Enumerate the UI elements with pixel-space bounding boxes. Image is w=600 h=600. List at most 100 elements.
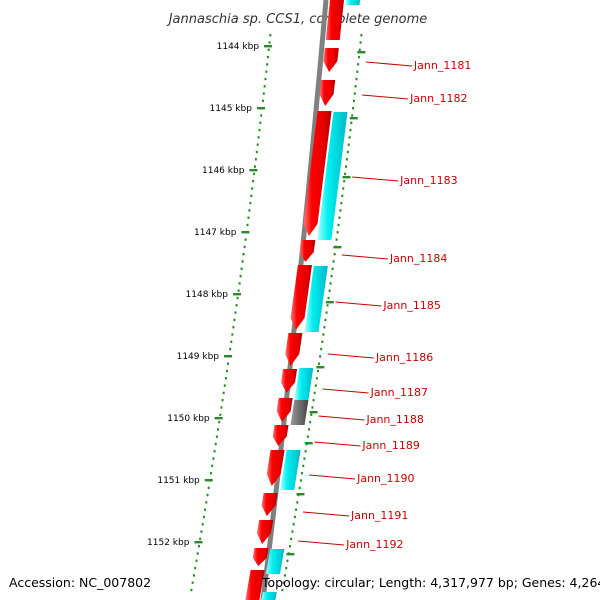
track-dot	[298, 486, 301, 489]
ruler-dot	[265, 70, 268, 73]
track-dot	[347, 143, 350, 146]
track-dot	[283, 574, 286, 577]
ruler-dot	[229, 347, 232, 351]
track-dot	[338, 216, 341, 219]
ruler-dot	[253, 172, 256, 176]
ruler-dot	[261, 99, 264, 103]
ruler-dot	[205, 501, 208, 504]
track-dot	[282, 581, 285, 584]
gene-label-leader	[341, 254, 388, 260]
track-dot	[285, 566, 288, 570]
ruler-dot	[231, 333, 234, 336]
gene-label-leader	[322, 388, 369, 394]
track-tick	[357, 51, 366, 54]
ruler-dot	[230, 340, 233, 343]
cds-reverse	[294, 368, 314, 400]
ruler-label: 1148 kbp	[186, 290, 229, 300]
ruler-dot	[251, 187, 254, 190]
gene-label-leader	[298, 540, 345, 546]
gene-label: Jann_1182	[409, 92, 467, 105]
reverse-strand-features	[261, 0, 360, 600]
cds-forward	[281, 369, 298, 393]
track-dot	[341, 194, 344, 197]
ruler-tick	[249, 169, 258, 172]
gene-label: Jann_1192	[345, 538, 403, 551]
ruler-dot	[257, 136, 260, 139]
ruler-dot	[250, 194, 253, 197]
track-dot	[321, 340, 324, 343]
ruler-labels: 1144 kbp 1145 kbp 1146 kbp 1147 kbp 1148 kbp…	[147, 42, 259, 548]
ruler-dot	[259, 121, 262, 124]
ruler-dot	[236, 296, 239, 300]
track-dot	[353, 92, 356, 95]
ruler-tick	[256, 107, 265, 110]
ruler-dot	[200, 530, 203, 533]
track-dot	[310, 413, 313, 416]
ruler-label: 1151 kbp	[157, 476, 200, 486]
track-dot	[354, 85, 357, 88]
track-dot	[296, 501, 299, 504]
ruler-dot	[213, 450, 216, 453]
ruler-dot	[263, 85, 266, 88]
track-dot	[293, 515, 296, 519]
ruler-dot	[190, 588, 193, 592]
ruler-tick	[204, 479, 213, 482]
ruler-dot	[220, 406, 223, 409]
ruler-label: 1144 kbp	[217, 42, 260, 52]
topology-text: Topology: circular; Length: 4,317,977 bp…	[262, 575, 600, 590]
gene-label-leader	[362, 94, 409, 100]
ruler-dot	[240, 267, 243, 270]
ruler-dot	[267, 48, 270, 51]
gene-labels: Jann_1181 Jann_1182 Jann_1183 Jann_1184 Jann…	[345, 59, 471, 551]
cds-reverse	[261, 592, 277, 600]
gene-label: Jann_1186	[375, 351, 433, 364]
cds-reverse	[265, 549, 285, 574]
track-dot	[314, 384, 317, 387]
track-tick	[325, 301, 334, 304]
ruler-dot	[249, 201, 252, 205]
cds-reverse	[317, 112, 348, 240]
accession-text: Accession: NC_007802	[9, 575, 152, 590]
ruler-dot	[222, 391, 225, 395]
cds-forward	[303, 111, 332, 236]
track-dot	[357, 55, 360, 59]
track-dot	[355, 77, 358, 81]
gene-label: Jann_1187	[370, 386, 428, 399]
track-dot	[325, 311, 328, 314]
track-dot	[333, 253, 336, 256]
ruler-dot	[195, 559, 198, 562]
ruler-dot	[256, 143, 259, 146]
ruler-dot	[219, 413, 222, 416]
gene-label-leader	[365, 61, 412, 67]
gene-label: Jann_1184	[389, 252, 447, 265]
gene-label: Jann_1185	[382, 299, 440, 312]
ruler-dot	[238, 282, 241, 285]
ruler-dot	[243, 245, 246, 249]
ruler-dot	[266, 55, 269, 59]
track-dot	[327, 296, 330, 300]
ruler-dot	[197, 545, 200, 548]
track-dot	[324, 318, 327, 322]
ruler-dot	[207, 486, 210, 489]
ruler-tick	[241, 231, 250, 234]
track-tick	[304, 442, 313, 445]
ruler-label: 1152 kbp	[147, 538, 190, 548]
ruler-dot	[210, 472, 213, 475]
track-dot	[308, 428, 311, 431]
track-dot	[349, 128, 352, 132]
ruler-dot	[246, 223, 249, 227]
ruler-dot	[206, 493, 209, 497]
track-dot	[346, 150, 349, 154]
gene-label: Jann_1189	[361, 439, 419, 452]
gene-label-leader	[302, 511, 350, 517]
ruler-dot	[255, 150, 258, 154]
ruler-dot	[227, 362, 230, 365]
ruler-dot	[214, 442, 217, 446]
cds-reverse	[280, 450, 301, 490]
track-dot	[331, 267, 334, 270]
ruler-label: 1149 kbp	[177, 352, 220, 362]
ruler-dot	[202, 515, 205, 519]
track-dot	[306, 435, 309, 438]
track-dot	[303, 457, 306, 460]
track-dot	[318, 362, 321, 365]
